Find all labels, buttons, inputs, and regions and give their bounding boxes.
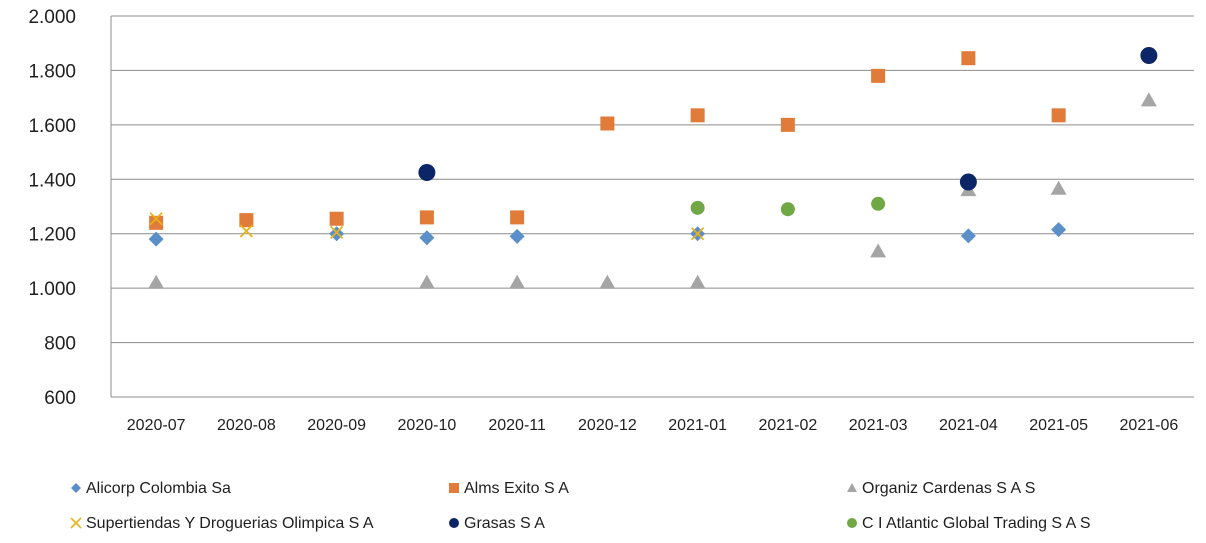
data-point — [1050, 180, 1067, 195]
x-axis-ticks: 2020-07 2020-08 2020-09 2020-10 2020-11 2020-… — [127, 417, 1179, 434]
data-point — [689, 274, 706, 289]
data-point — [239, 213, 254, 228]
data-point — [600, 116, 615, 131]
data-point — [780, 117, 795, 132]
y-tick-label: 1.400 — [28, 170, 76, 191]
data-point — [871, 196, 886, 211]
x-tick-label: 2020-08 — [217, 417, 276, 434]
y-axis-ticks: 600 800 1.000 1.200 1.400 1.600 1.800 2.000 — [28, 7, 76, 409]
series-5 — [690, 196, 886, 217]
data-point — [599, 274, 616, 289]
data-point — [329, 211, 344, 226]
x-tick-label: 2021-06 — [1120, 417, 1179, 434]
legend-label: Alicorp Colombia Sa — [86, 480, 231, 497]
data-point — [871, 68, 886, 83]
data-point — [1051, 222, 1067, 238]
legend-item: Organiz Cardenas S A S — [847, 480, 1035, 497]
series-1 — [149, 51, 1066, 230]
y-tick-label: 2.000 — [28, 7, 76, 28]
legend-label: Grasas S A — [464, 515, 545, 532]
y-tick-label: 1.800 — [28, 61, 76, 82]
legend-marker — [449, 518, 459, 528]
data-point — [149, 215, 164, 230]
x-tick-label: 2021-03 — [849, 417, 908, 434]
data-point — [961, 51, 976, 66]
legend-marker — [71, 483, 81, 493]
legend-item: Alicorp Colombia Sa — [71, 480, 231, 497]
data-point — [329, 226, 345, 242]
data-point — [959, 173, 977, 191]
x-tick-label: 2020-10 — [398, 417, 457, 434]
series-3 — [149, 212, 705, 241]
data-point — [690, 108, 705, 123]
x-tick-label: 2020-12 — [578, 417, 637, 434]
y-tick-label: 600 — [44, 388, 76, 409]
x-tick-label: 2020-11 — [488, 417, 546, 434]
data-point — [239, 224, 254, 238]
data-point — [870, 243, 887, 258]
legend-item: Grasas S A — [449, 515, 545, 532]
x-tick-label: 2020-09 — [307, 417, 366, 434]
x-tick-label: 2021-05 — [1029, 417, 1088, 434]
data-point — [418, 274, 435, 289]
data-point — [509, 228, 525, 244]
data-point — [419, 230, 435, 246]
series-0 — [148, 222, 1067, 247]
data-point — [418, 163, 436, 181]
y-tick-label: 800 — [44, 334, 76, 355]
gridlines — [110, 15, 1194, 398]
data-point — [690, 200, 705, 215]
data-point — [509, 274, 526, 289]
legend-marker — [847, 518, 857, 528]
legend-label: Organiz Cardenas S A S — [862, 480, 1035, 497]
y-tick-label: 1.600 — [28, 116, 76, 137]
data-point — [1140, 46, 1158, 64]
legend-label: Alms Exito S A — [464, 480, 569, 497]
data-point — [960, 228, 976, 244]
legend-item: Alms Exito S A — [449, 480, 569, 497]
data-point — [1140, 92, 1157, 107]
x-tick-label: 2020-07 — [127, 417, 186, 434]
series-2 — [148, 92, 1157, 289]
y-tick-label: 1.200 — [28, 225, 76, 246]
legend-item: C I Atlantic Global Trading S A S — [847, 515, 1091, 532]
data-point — [690, 227, 705, 241]
data-point — [419, 210, 434, 225]
legend: Alicorp Colombia Sa Alms Exito S A Organiz… — [70, 480, 1091, 532]
data-point — [510, 210, 525, 225]
legend-label: Supertiendas Y Droguerias Olimpica S A — [86, 515, 374, 532]
data-point — [1051, 108, 1066, 123]
data-points — [148, 46, 1158, 289]
series-4 — [418, 46, 1158, 191]
legend-label: C I Atlantic Global Trading S A S — [862, 515, 1091, 532]
legend-marker — [449, 483, 459, 493]
data-point — [148, 231, 164, 247]
data-point — [329, 225, 344, 239]
x-tick-label: 2021-04 — [939, 417, 998, 434]
x-tick-label: 2021-01 — [668, 417, 727, 434]
x-tick-label: 2021-02 — [759, 417, 818, 434]
data-point — [148, 274, 165, 289]
legend-marker — [847, 483, 857, 492]
data-point — [780, 202, 795, 217]
legend-item: Supertiendas Y Droguerias Olimpica S A — [70, 515, 374, 532]
y-tick-label: 1.000 — [28, 279, 76, 300]
legend-marker — [70, 517, 82, 529]
data-point — [149, 212, 163, 226]
